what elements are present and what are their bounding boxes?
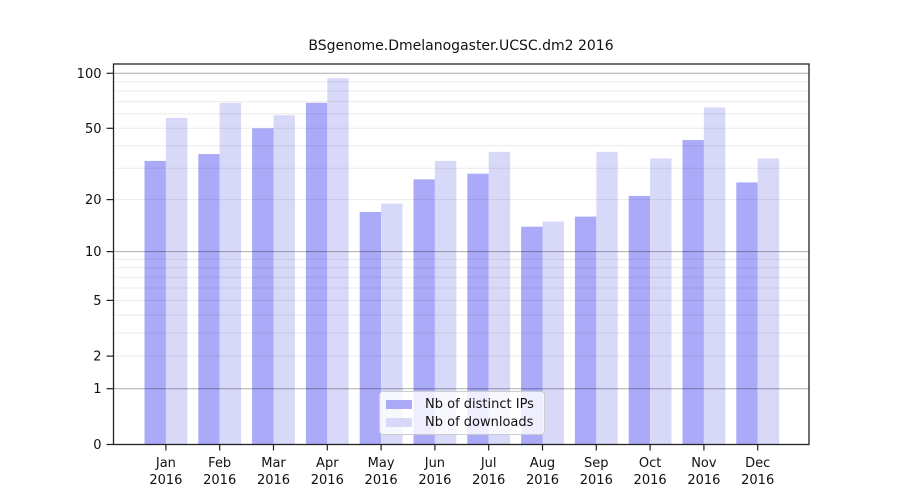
bar-downloads <box>650 158 672 445</box>
bar-ips <box>628 195 651 445</box>
y-tick-label: 10 <box>85 245 102 260</box>
x-tick-label-year: 2016 <box>634 473 667 488</box>
x-tick-label-year: 2016 <box>365 473 398 488</box>
y-tick-label: 0 <box>93 438 101 453</box>
x-tick-label-year: 2016 <box>687 473 720 488</box>
bar-ips <box>144 160 166 445</box>
bar-downloads <box>165 117 188 445</box>
bar-ips <box>252 128 274 445</box>
bar-downloads <box>219 102 242 445</box>
bar-ips <box>682 140 704 445</box>
bar-downloads <box>327 78 349 445</box>
ips-color-swatch <box>386 399 412 409</box>
bar-downloads <box>488 151 511 445</box>
y-tick-label: 5 <box>93 294 101 309</box>
x-tick-label-year: 2016 <box>311 473 344 488</box>
bar-ips <box>467 173 489 445</box>
x-tick-label-year: 2016 <box>149 473 182 488</box>
bar-downloads <box>381 203 403 445</box>
bar-downloads <box>596 151 618 445</box>
x-tick-label-month: Dec <box>745 456 770 471</box>
x-tick-label-month: Apr <box>316 456 339 471</box>
y-tick-label: 100 <box>77 67 102 82</box>
bar-ips <box>305 102 328 445</box>
x-tick-label-month: Feb <box>208 456 231 471</box>
x-tick-label-year: 2016 <box>580 473 613 488</box>
x-tick-label-month: Nov <box>691 456 717 471</box>
x-tick-label-month: Jun <box>424 456 445 471</box>
x-tick-label-month: May <box>368 456 395 471</box>
legend-item-downloads: Nb of downloads <box>386 413 538 431</box>
x-tick-label-month: Jul <box>480 456 497 471</box>
x-tick-label-month: Sep <box>584 456 609 471</box>
bar-ips <box>574 216 597 445</box>
bar-ips <box>413 179 435 445</box>
plot-border <box>112 63 810 446</box>
bar-ips <box>521 226 543 445</box>
bar-ips <box>359 212 382 445</box>
bar-downloads <box>434 160 457 445</box>
x-tick-label-year: 2016 <box>418 473 451 488</box>
x-tick-label-month: Oct <box>639 456 661 471</box>
bar-downloads <box>273 115 295 445</box>
bar-downloads <box>757 158 780 445</box>
bar-downloads <box>703 107 726 445</box>
y-tick-label: 1 <box>93 382 101 397</box>
legend-label: Nb of distinct IPs <box>425 396 534 412</box>
x-tick-label-year: 2016 <box>526 473 559 488</box>
x-tick-label-year: 2016 <box>257 473 290 488</box>
bar-ips <box>198 154 220 445</box>
x-tick-label-month: Aug <box>530 456 555 471</box>
legend-item-distinct-ips: Nb of distinct IPs <box>386 395 538 413</box>
y-tick-label: 2 <box>93 350 101 365</box>
y-tick-label: 50 <box>85 122 102 137</box>
bar-downloads <box>542 221 564 445</box>
x-tick-label-month: Mar <box>261 456 286 471</box>
x-tick-label-year: 2016 <box>741 473 774 488</box>
legend-label: Nb of downloads <box>425 414 534 430</box>
bar-ips <box>736 182 758 445</box>
y-tick-label: 20 <box>85 193 102 208</box>
x-tick-label-month: Jan <box>155 456 176 471</box>
legend: Nb of distinct IPs Nb of downloads <box>379 391 545 435</box>
chart-title: BSgenome.Dmelanogaster.UCSC.dm2 2016 <box>308 38 614 54</box>
x-tick-label-year: 2016 <box>472 473 505 488</box>
downloads-color-swatch <box>386 417 412 427</box>
x-tick-label-year: 2016 <box>203 473 236 488</box>
